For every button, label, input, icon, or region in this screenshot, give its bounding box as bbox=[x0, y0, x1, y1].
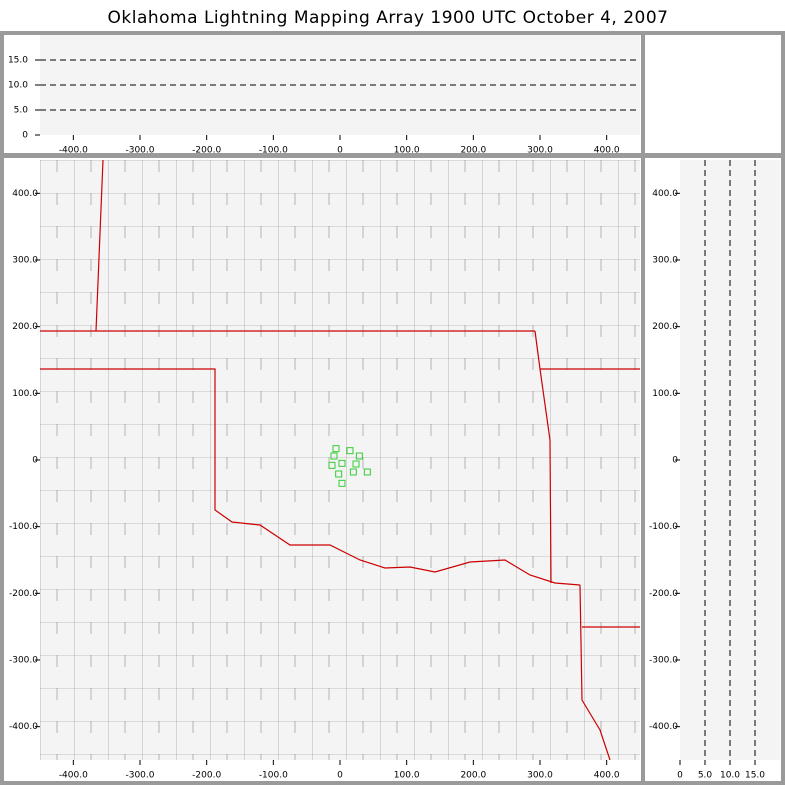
x-tick-label: 5.0 bbox=[698, 771, 713, 781]
y-tick-label: -300.0 bbox=[649, 656, 678, 666]
y-tick-label: 0 bbox=[22, 131, 28, 141]
x-tick-label: 300.0 bbox=[527, 771, 553, 781]
y-tick-label: -400.0 bbox=[9, 722, 38, 732]
lightning-source bbox=[338, 459, 346, 467]
x-tick-label: -100.0 bbox=[259, 146, 288, 156]
lightning-source bbox=[363, 468, 371, 476]
y-tick-label: 10.0 bbox=[8, 81, 28, 91]
x-tick-label: -100.0 bbox=[259, 771, 288, 781]
lightning-source bbox=[328, 461, 336, 469]
x-tick-label: 200.0 bbox=[460, 771, 486, 781]
y-tick-label: 100.0 bbox=[12, 389, 38, 399]
map bbox=[40, 160, 640, 760]
x-tick-label: -300.0 bbox=[125, 771, 154, 781]
lightning-source bbox=[346, 447, 354, 455]
x-tick-label: 0 bbox=[677, 771, 683, 781]
y-tick-label: 15.0 bbox=[8, 56, 28, 66]
chart-title: Oklahoma Lightning Mapping Array 1900 UT… bbox=[108, 8, 669, 28]
y-tick-label: 300.0 bbox=[12, 256, 38, 266]
lightning-source bbox=[352, 460, 360, 468]
x-tick-label: -200.0 bbox=[192, 771, 221, 781]
panel-corner bbox=[645, 35, 781, 153]
y-tick-label: -300.0 bbox=[9, 656, 38, 666]
x-tick-label: 200.0 bbox=[460, 146, 486, 156]
lightning-source bbox=[330, 452, 338, 460]
y-tick-label: 200.0 bbox=[12, 322, 38, 332]
lightning-source bbox=[338, 479, 346, 487]
y-tick-label: 300.0 bbox=[652, 256, 678, 266]
lightning-source bbox=[335, 470, 343, 478]
y-tick-label: 400.0 bbox=[12, 189, 38, 199]
y-tick-label: 5.0 bbox=[14, 106, 29, 116]
y-tick-label: -100.0 bbox=[649, 522, 678, 532]
lightning-source bbox=[355, 452, 363, 460]
x-tick-label: 400.0 bbox=[594, 146, 620, 156]
lightning-source bbox=[332, 445, 340, 453]
x-tick-label: -400.0 bbox=[59, 771, 88, 781]
x-tick-label: 300.0 bbox=[527, 146, 553, 156]
y-tick-label: 400.0 bbox=[652, 189, 678, 199]
x-tick-label: 100.0 bbox=[394, 146, 420, 156]
x-tick-label: -300.0 bbox=[125, 146, 154, 156]
state-borders bbox=[40, 160, 640, 760]
x-tick-label: 400.0 bbox=[594, 771, 620, 781]
y-tick-label: -100.0 bbox=[9, 522, 38, 532]
x-tick-label: 10.0 bbox=[720, 771, 740, 781]
y-tick-label: 100.0 bbox=[652, 389, 678, 399]
x-tick-label: -400.0 bbox=[59, 146, 88, 156]
x-tick-label: 100.0 bbox=[394, 771, 420, 781]
y-tick-label: -400.0 bbox=[649, 722, 678, 732]
x-tick-label: -200.0 bbox=[192, 146, 221, 156]
lightning-source bbox=[349, 468, 357, 476]
x-tick-label: 0 bbox=[337, 771, 343, 781]
x-tick-label: 0 bbox=[337, 146, 343, 156]
y-tick-label: 200.0 bbox=[652, 322, 678, 332]
x-tick-label: 15.0 bbox=[745, 771, 765, 781]
y-tick-label: -200.0 bbox=[649, 589, 678, 599]
y-tick-label: -200.0 bbox=[9, 589, 38, 599]
